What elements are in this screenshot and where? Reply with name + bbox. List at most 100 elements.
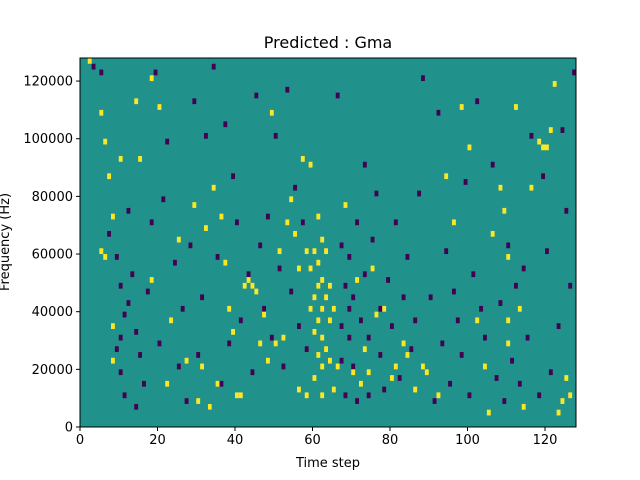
heatmap-cell-low (300, 219, 305, 226)
heatmap-cell-high (548, 127, 553, 133)
heatmap-cell-low (118, 369, 123, 376)
heatmap-cell-low (227, 340, 232, 347)
y-axis: 0 20000 40000 60000 80000 100000 120000 (23, 75, 80, 436)
heatmap-cell-high (564, 375, 569, 381)
heatmap-cell-low (556, 323, 561, 329)
x-tick-label: 60 (304, 433, 321, 448)
x-tick-label: 80 (382, 433, 399, 448)
heatmap-cell-high (324, 294, 329, 301)
heatmap-cell-low (99, 69, 104, 76)
heatmap-cell-high (285, 219, 290, 226)
heatmap-cell-high (475, 317, 480, 324)
heatmap-cell-low (471, 271, 476, 278)
heatmap-cell-low (459, 352, 464, 358)
heatmap-cell-high (87, 58, 92, 64)
heatmap-cell-high (324, 248, 329, 255)
heatmap-cell-low (347, 334, 352, 341)
heatmap-cell-high (320, 236, 325, 243)
heatmap-cell-low (525, 334, 530, 341)
heatmap-cell-high (529, 184, 534, 191)
y-tick-label: 60000 (32, 248, 73, 263)
heatmap-cell-high (401, 340, 406, 347)
heatmap-cell-high (502, 207, 507, 214)
y-tick-label: 40000 (32, 305, 73, 320)
heatmap-cell-high (498, 184, 503, 191)
heatmap-cell-high (316, 317, 321, 324)
heatmap-cell-high (355, 277, 360, 283)
heatmap-cell-low (149, 219, 154, 226)
heatmap-cell-low (483, 334, 487, 341)
heatmap-cell-high (506, 340, 511, 347)
heatmap-cell-low (541, 173, 546, 180)
heatmap-cell-high (250, 282, 255, 289)
heatmap-cell-high (297, 265, 301, 272)
heatmap-cell-high (316, 259, 321, 266)
heatmap-cell-low (514, 282, 518, 289)
heatmap-cell-low (192, 98, 197, 105)
heatmap-cell-high (359, 380, 363, 387)
heatmap-cell-high (204, 225, 208, 231)
x-axis-label: Time step (295, 456, 360, 471)
heatmap-cell-high (308, 161, 313, 168)
heatmap-cell-high (176, 236, 181, 243)
heatmap-cell-low (545, 248, 549, 255)
heatmap-cell-high (107, 173, 112, 180)
heatmap-cell-low (165, 138, 170, 145)
heatmap-cell-high (517, 305, 522, 312)
heatmap-cell-high (99, 248, 104, 255)
heatmap-cell-low (370, 236, 375, 243)
plot-area (79, 57, 577, 428)
heatmap-cell-low (114, 346, 119, 353)
heatmap-cell-high (405, 352, 410, 358)
heatmap-cell-low (254, 92, 259, 99)
heatmap-cell-low (572, 69, 577, 76)
heatmap-cell-high (351, 369, 356, 376)
heatmap-cell-low (359, 317, 363, 324)
heatmap-cell-high (231, 328, 236, 335)
heatmap-cell-low (277, 265, 282, 272)
x-tick-label: 100 (455, 433, 480, 448)
heatmap-cell-low (289, 288, 294, 295)
heatmap-cell-high (297, 386, 301, 393)
heatmap-cell-low (366, 392, 371, 399)
heatmap-cell-high (312, 294, 317, 301)
heatmap-cell-low (211, 63, 216, 70)
heatmap-cell-low (335, 92, 340, 99)
heatmap-cell-low (114, 254, 119, 260)
heatmap-cell-high (300, 156, 305, 162)
heatmap-cell-high (331, 386, 336, 393)
heatmap-cell-low (366, 334, 371, 341)
heatmap-cell-low (490, 161, 495, 168)
heatmap-cell-high (219, 213, 224, 220)
heatmap-cell-high (436, 392, 441, 399)
heatmap-cell-high (304, 392, 309, 399)
heatmap-cell-low (134, 328, 139, 335)
heatmap-cell-low (176, 363, 181, 370)
heatmap-cell-high (312, 375, 317, 381)
heatmap-cell-high (196, 398, 201, 404)
plot-frame (79, 57, 577, 428)
heatmap-cell-high (308, 265, 313, 272)
heatmap-cell-low (173, 259, 177, 266)
heatmap-cell-low (157, 340, 162, 347)
x-tick-label: 20 (149, 433, 166, 448)
heatmap-cell-high (413, 386, 418, 393)
heatmap-cell-high (312, 328, 317, 335)
heatmap-cell-low (417, 190, 422, 197)
heatmap-cell-low (494, 375, 499, 381)
heatmap-cell-high (444, 173, 449, 180)
heatmap-cell-low (351, 294, 356, 301)
heatmap-cell-high (111, 323, 115, 329)
heatmap-cell-low (122, 392, 127, 399)
heatmap-cell-low (463, 179, 468, 185)
heatmap-cell-low (266, 213, 270, 220)
heatmap-cell-high (308, 305, 313, 312)
heatmap-cell-high (312, 248, 317, 255)
heatmap-cell-low (355, 219, 360, 226)
heatmap-cell-low (219, 380, 224, 387)
heatmap-cell-low (405, 254, 410, 260)
heatmap-cell-high (227, 305, 232, 312)
heatmap-cell-low (479, 305, 484, 312)
heatmap-cell-high (320, 277, 325, 283)
